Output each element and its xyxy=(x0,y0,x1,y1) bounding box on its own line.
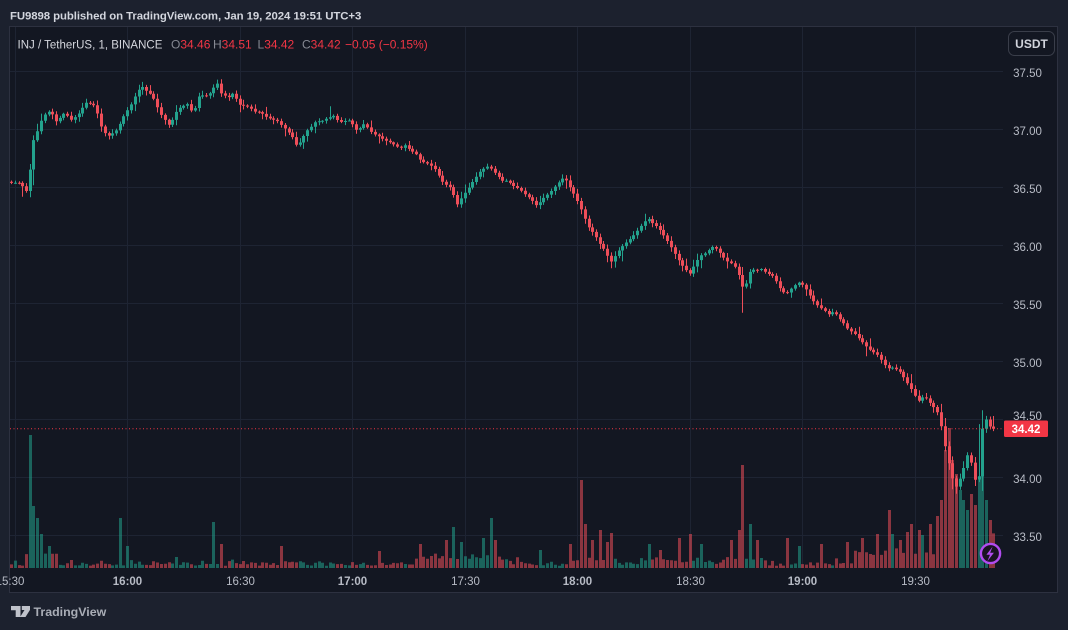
svg-text:16:30: 16:30 xyxy=(226,576,255,588)
svg-text:17:30: 17:30 xyxy=(451,576,480,588)
svg-text:O34.46: O34.46 xyxy=(171,38,211,52)
svg-text:16:00: 16:00 xyxy=(113,576,142,588)
svg-text:34.00: 34.00 xyxy=(1013,474,1042,486)
svg-text:TradingView: TradingView xyxy=(34,605,107,619)
svg-text:33.50: 33.50 xyxy=(1013,532,1042,544)
svg-text:35.00: 35.00 xyxy=(1013,358,1042,370)
svg-text:USDT: USDT xyxy=(1015,37,1048,51)
svg-text:FU9898 published on TradingVie: FU9898 published on TradingView.com, Jan… xyxy=(10,11,361,23)
svg-text:17:00: 17:00 xyxy=(338,576,367,588)
svg-text:INJ / TetherUS, 1, BINANCE: INJ / TetherUS, 1, BINANCE xyxy=(18,40,163,52)
svg-text:36.50: 36.50 xyxy=(1013,184,1042,196)
svg-text:19:00: 19:00 xyxy=(788,576,817,588)
svg-text:19:30: 19:30 xyxy=(901,576,930,588)
svg-text:C34.42: C34.42 xyxy=(302,38,341,52)
svg-text:L34.42: L34.42 xyxy=(258,38,295,52)
svg-text:37.50: 37.50 xyxy=(1013,68,1042,80)
svg-text:34.50: 34.50 xyxy=(1013,411,1042,423)
svg-text:37.00: 37.00 xyxy=(1013,126,1042,138)
svg-text:34.42: 34.42 xyxy=(1012,424,1041,436)
svg-text:15:30: 15:30 xyxy=(0,576,24,588)
svg-text:−0.05 (−0.15%): −0.05 (−0.15%) xyxy=(345,38,428,52)
svg-text:18:00: 18:00 xyxy=(563,576,592,588)
svg-text:35.50: 35.50 xyxy=(1013,300,1042,312)
svg-text:36.00: 36.00 xyxy=(1013,242,1042,254)
svg-text:H34.51: H34.51 xyxy=(213,38,252,52)
svg-text:18:30: 18:30 xyxy=(676,576,705,588)
